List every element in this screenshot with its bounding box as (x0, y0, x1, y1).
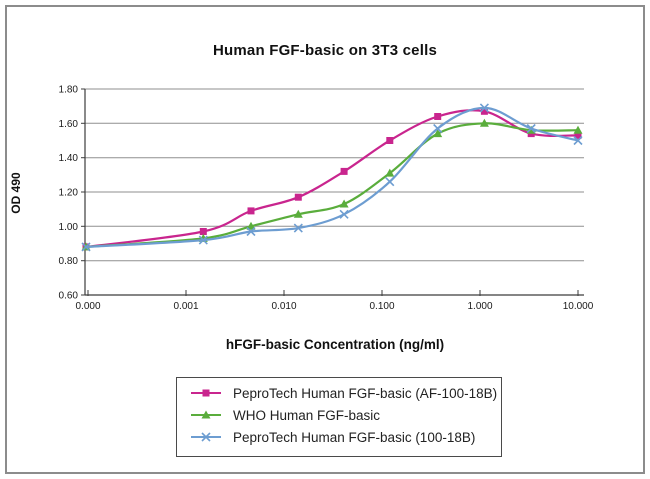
legend-item: WHO Human FGF-basic (189, 404, 501, 426)
legend-item: PeproTech Human FGF-basic (100-18B) (189, 426, 501, 448)
svg-text:1.00: 1.00 (59, 222, 79, 233)
svg-text:1.60: 1.60 (59, 119, 79, 130)
legend-item: PeproTech Human FGF-basic (AF-100-18B) (189, 382, 501, 404)
svg-text:0.000: 0.000 (75, 301, 100, 312)
square-marker-icon (191, 389, 221, 397)
svg-text:10.000: 10.000 (563, 301, 594, 312)
chart-title: Human FGF-basic on 3T3 cells (213, 42, 437, 59)
svg-text:0.010: 0.010 (271, 301, 296, 312)
svg-text:1.80: 1.80 (59, 85, 79, 96)
legend-label: PeproTech Human FGF-basic (AF-100-18B) (233, 385, 498, 401)
svg-text:1.40: 1.40 (59, 153, 79, 164)
y-axis-title: OD 490 (9, 172, 23, 214)
svg-text:0.80: 0.80 (59, 256, 79, 267)
svg-text:1.000: 1.000 (467, 301, 492, 312)
triangle-marker-icon (191, 410, 221, 419)
legend-label: WHO Human FGF-basic (233, 407, 381, 423)
x-axis-title: hFGF-basic Concentration (ng/ml) (225, 337, 445, 352)
svg-text:0.60: 0.60 (59, 291, 79, 302)
plot-area: 0.60 0.80 1.00 1.20 1.40 1.60 1.80 0.000 0.001 0.… (59, 85, 594, 313)
svg-text:0.001: 0.001 (173, 301, 198, 312)
legend-label: PeproTech Human FGF-basic (100-18B) (233, 429, 476, 445)
svg-text:1.20: 1.20 (59, 188, 79, 199)
svg-text:0.100: 0.100 (369, 301, 394, 312)
x-marker-icon (191, 432, 221, 442)
legend: PeproTech Human FGF-basic (AF-100-18B) W… (176, 377, 502, 457)
